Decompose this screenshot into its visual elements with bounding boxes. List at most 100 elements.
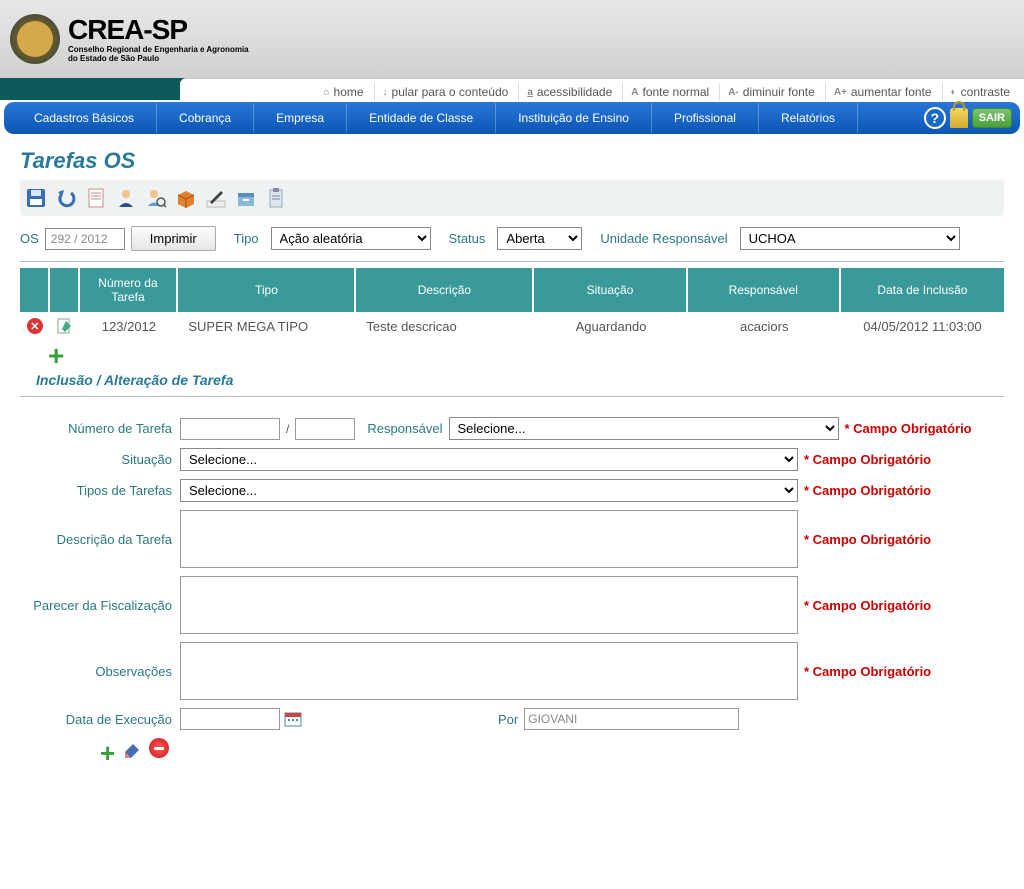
th-edit [50, 268, 80, 312]
slash: / [280, 422, 295, 436]
lbl-descricao: Descrição da Tarefa [20, 532, 180, 547]
row-edit[interactable] [50, 312, 80, 340]
dataexec-input[interactable] [180, 708, 280, 730]
row-resp: acaciors [688, 312, 841, 340]
form-remove-button[interactable] [149, 738, 169, 758]
access-accessibility[interactable]: aacessibilidade [518, 83, 620, 101]
undo-icon[interactable] [54, 186, 78, 210]
req-responsavel: * Campo Obrigatório [839, 421, 972, 436]
lbl-responsavel: Responsável [355, 421, 448, 436]
tipos-select[interactable]: Selecione... [180, 479, 798, 502]
row-parecer: Parecer da Fiscalização * Campo Obrigató… [20, 576, 1004, 634]
content: Tarefas OS OS Imprimir Tipo Ação aleatór… [0, 134, 1024, 777]
numero-input1[interactable] [180, 418, 280, 440]
lbl-dataexec: Data de Execução [20, 712, 180, 727]
form-actions: + [20, 738, 1004, 769]
a-plus-icon: A+ [834, 87, 847, 98]
tasks-table: Número da Tarefa Tipo Descrição Situação… [20, 268, 1004, 340]
nav-relatorios[interactable]: Relatórios [759, 103, 858, 133]
unidade-select[interactable]: UCHOA [740, 227, 960, 250]
access-home-label: home [334, 85, 364, 99]
lbl-obs: Observações [20, 664, 180, 679]
th-desc: Descrição [356, 268, 534, 312]
row-obs: Observações * Campo Obrigatório [20, 642, 1004, 700]
nav-icons: ? SAIR [924, 107, 1012, 129]
delete-icon: ✕ [27, 318, 43, 334]
table-header: Número da Tarefa Tipo Descrição Situação… [20, 268, 1004, 312]
section-title: Inclusão / Alteração de Tarefa [20, 370, 1004, 397]
access-contrast-label: contraste [961, 85, 1010, 99]
unidade-label: Unidade Responsável [588, 231, 733, 246]
row-data: 04/05/2012 11:03:00 [841, 312, 1004, 340]
os-input[interactable] [45, 228, 125, 250]
access-contrast[interactable]: ◐contraste [942, 83, 1018, 101]
accessibility-bar: ⌂home ↓ pular para o conteúdo aacessibili… [180, 78, 1024, 105]
nav-profissional[interactable]: Profissional [652, 103, 759, 133]
archive-icon[interactable] [234, 186, 258, 210]
situacao-select[interactable]: Selecione... [180, 448, 798, 471]
a-icon: A [631, 87, 638, 98]
nav-empresa[interactable]: Empresa [254, 103, 347, 133]
box-icon[interactable] [174, 186, 198, 210]
sair-button[interactable]: SAIR [972, 108, 1012, 128]
os-label: OS [20, 231, 39, 246]
descricao-textarea[interactable] [180, 510, 798, 568]
req-tipos: * Campo Obrigatório [798, 483, 931, 498]
lbl-numero: Número de Tarefa [20, 421, 180, 436]
brand-subtitle2: do Estado de São Paulo [68, 55, 249, 64]
nav-cadastros[interactable]: Cadastros Básicos [12, 103, 157, 133]
row-tipo: SUPER MEGA TIPO [178, 312, 356, 340]
edit-icon [57, 318, 73, 334]
parecer-textarea[interactable] [180, 576, 798, 634]
nav-instituicao[interactable]: Instituição de Ensino [496, 103, 652, 133]
por-input[interactable] [524, 708, 739, 730]
form-add-button[interactable]: + [100, 738, 115, 769]
status-label: Status [437, 231, 492, 246]
a-minus-icon: A- [728, 87, 739, 98]
numero-input2[interactable] [295, 418, 355, 440]
page-title: Tarefas OS [20, 142, 1004, 180]
nav-entidade[interactable]: Entidade de Classe [347, 103, 496, 133]
user-search-icon[interactable] [144, 186, 168, 210]
lock-icon[interactable] [950, 108, 968, 128]
th-tipo: Tipo [178, 268, 356, 312]
help-icon[interactable]: ? [924, 107, 946, 129]
row-delete[interactable]: ✕ [20, 312, 50, 340]
main-nav: Cadastros Básicos Cobrança Empresa Entid… [4, 102, 1020, 134]
responsavel-select[interactable]: Selecione... [449, 417, 839, 440]
status-select[interactable]: Aberta [497, 227, 582, 250]
lbl-por: Por [304, 712, 524, 727]
th-resp: Responsável [688, 268, 841, 312]
access-font-dec-label: diminuir fonte [743, 85, 815, 99]
down-icon: ↓ [383, 87, 388, 98]
access-skip-label: pular para o conteúdo [392, 85, 509, 99]
add-row-button[interactable]: + [20, 340, 64, 370]
access-font-normal[interactable]: Afonte normal [622, 83, 717, 101]
req-situacao: * Campo Obrigatório [798, 452, 931, 467]
access-font-normal-label: fonte normal [643, 85, 710, 99]
req-descricao: * Campo Obrigatório [798, 532, 931, 547]
obs-textarea[interactable] [180, 642, 798, 700]
lbl-parecer: Parecer da Fiscalização [20, 598, 180, 613]
logo-text: CREA-SP Conselho Regional de Engenharia … [68, 14, 249, 64]
clipboard-icon[interactable] [264, 186, 288, 210]
row-sit: Aguardando [534, 312, 687, 340]
nav-cobranca[interactable]: Cobrança [157, 103, 254, 133]
tipo-select[interactable]: Ação aleatória [271, 227, 431, 250]
save-icon[interactable] [24, 186, 48, 210]
access-font-dec[interactable]: A-diminuir fonte [719, 83, 823, 101]
th-data: Data de Inclusão [841, 268, 1004, 312]
form-erase-button[interactable] [121, 738, 143, 760]
logo-seal-icon [10, 14, 60, 64]
calendar-icon[interactable] [284, 710, 304, 728]
access-home[interactable]: ⌂home [315, 83, 371, 101]
user1-icon[interactable] [114, 186, 138, 210]
underline-icon: a [527, 87, 533, 98]
access-font-inc[interactable]: A+aumentar fonte [825, 83, 940, 101]
print-button[interactable]: Imprimir [131, 226, 216, 251]
lbl-situacao: Situação [20, 452, 180, 467]
document-icon[interactable] [84, 186, 108, 210]
table-row: ✕ 123/2012 SUPER MEGA TIPO Teste descric… [20, 312, 1004, 340]
pen-icon[interactable] [204, 186, 228, 210]
access-skip[interactable]: ↓ pular para o conteúdo [374, 83, 517, 101]
